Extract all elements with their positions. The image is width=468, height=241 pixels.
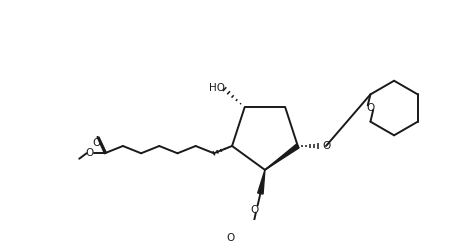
Polygon shape bbox=[265, 144, 299, 170]
Text: O: O bbox=[226, 233, 234, 241]
Text: O: O bbox=[366, 103, 374, 113]
Text: O: O bbox=[251, 205, 259, 215]
Polygon shape bbox=[258, 170, 265, 194]
Text: O: O bbox=[322, 141, 330, 151]
Text: O: O bbox=[92, 138, 101, 148]
Text: O: O bbox=[85, 148, 94, 158]
Text: HO: HO bbox=[209, 83, 225, 93]
